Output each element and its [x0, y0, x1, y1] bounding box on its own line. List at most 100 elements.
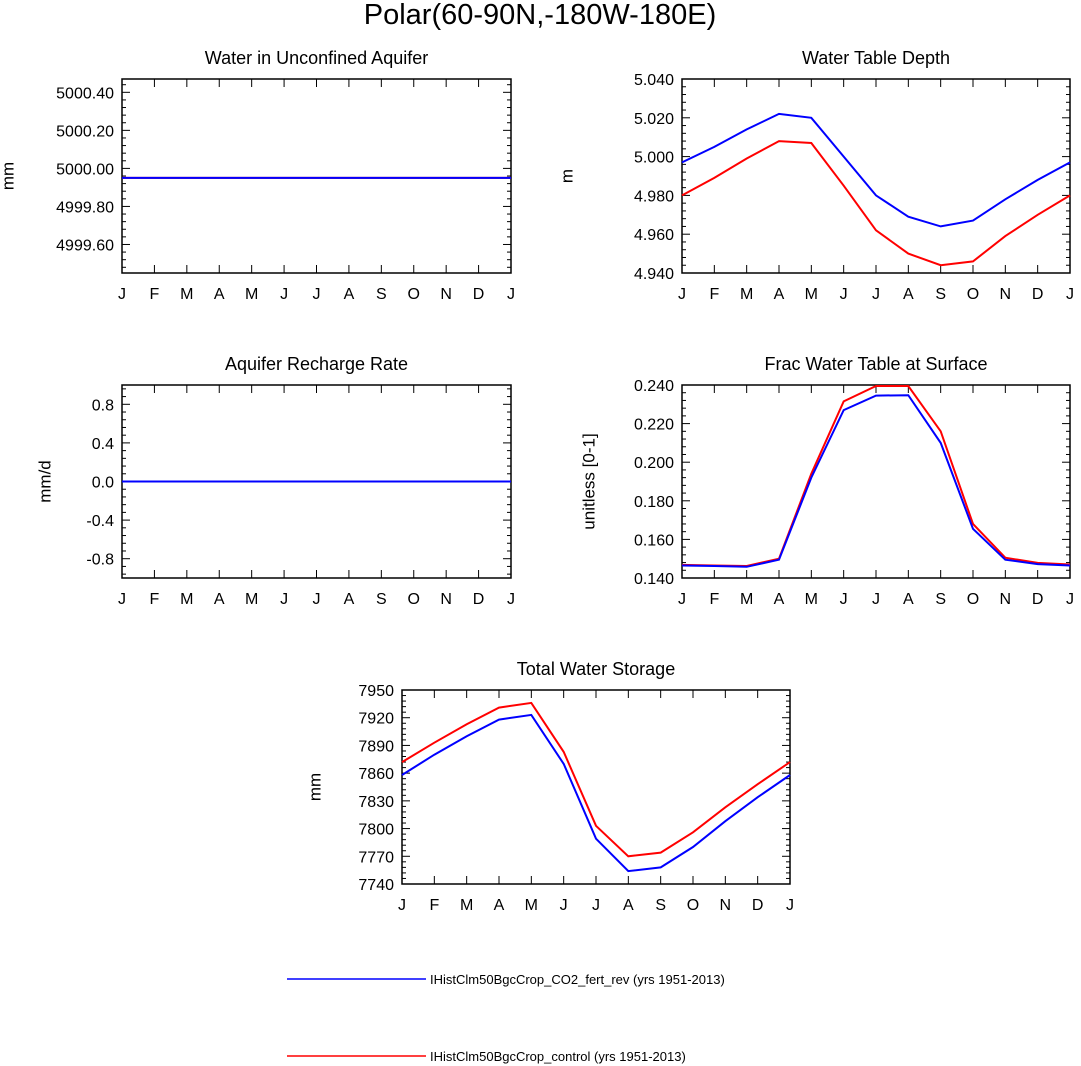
x-tick-label: D — [473, 591, 485, 608]
y-ticks: 4999.60 4999.80 5000.00 5000.20 5000.40 — [56, 84, 511, 268]
x-tick-label: A — [344, 286, 355, 303]
y-tick-label: 7770 — [358, 849, 394, 866]
x-tick-label: N — [1000, 286, 1012, 303]
x-tick-label: N — [440, 591, 452, 608]
y-tick-label: -0.4 — [86, 513, 114, 530]
x-tick-label: M — [180, 286, 193, 303]
y-tick-label: 5000.00 — [56, 161, 114, 178]
x-tick-label: J — [786, 897, 794, 914]
legend: IHistClm50BgcCrop_CO2_fert_rev (yrs 1951… — [287, 972, 725, 1064]
x-tick-label: A — [494, 897, 505, 914]
y-axis-label: mm — [305, 773, 324, 801]
chart-title: Frac Water Table at Surface — [764, 354, 987, 374]
x-tick-label: N — [440, 286, 452, 303]
y-tick-label: 0.0 — [92, 475, 114, 492]
legend-entry-0: IHistClm50BgcCrop_CO2_fert_rev (yrs 1951… — [287, 972, 725, 987]
x-tick-label: O — [408, 286, 420, 303]
x-tick-label: J — [872, 286, 880, 303]
y-tick-label: 4999.80 — [56, 199, 114, 216]
x-tick-label: J — [313, 286, 321, 303]
y-axis-label: mm — [0, 162, 17, 190]
y-tick-label: 0.8 — [92, 397, 114, 414]
x-tick-label: J — [678, 591, 686, 608]
y-ticks: -0.8 -0.4 0.0 0.4 0.8 — [86, 388, 511, 575]
y-axis-label: mm/d — [35, 460, 54, 503]
x-tick-label: F — [150, 286, 160, 303]
x-tick-label: M — [460, 897, 473, 914]
y-tick-label: 7860 — [358, 766, 394, 783]
x-tick-label: J — [507, 286, 515, 303]
series-line-1 — [401, 701, 791, 858]
x-tick-label: A — [344, 591, 355, 608]
series-line-0 — [681, 394, 1071, 568]
y-axis-label: m — [557, 169, 576, 183]
y-tick-label: 7920 — [358, 711, 394, 728]
legend-entry-1: IHistClm50BgcCrop_control (yrs 1951-2013… — [287, 1049, 686, 1064]
x-tick-label: A — [774, 286, 785, 303]
plot-frame — [681, 78, 1071, 274]
x-tick-label: A — [214, 591, 225, 608]
x-tick-label: S — [376, 286, 387, 303]
chart-title: Water in Unconfined Aquifer — [205, 48, 428, 68]
y-tick-label: 5.000 — [634, 150, 674, 167]
x-tick-label: J — [398, 897, 406, 914]
x-tick-label: D — [1032, 286, 1044, 303]
figure-title: Polar(60-90N,-180W-180E) — [364, 0, 716, 31]
x-tick-label: D — [473, 286, 485, 303]
x-tick-label: O — [687, 897, 699, 914]
y-tick-label: 0.160 — [634, 532, 674, 549]
chart-panel-3: Frac Water Table at Surface unitless [0-1… — [579, 354, 1074, 608]
chart-title: Aquifer Recharge Rate — [225, 354, 408, 374]
x-tick-label: S — [935, 591, 946, 608]
x-tick-label: M — [740, 591, 753, 608]
plot-frame — [681, 384, 1071, 579]
chart-panel-2: Aquifer Recharge Rate mm/d J F M A M J J A S O N D J -0… — [35, 354, 515, 608]
y-tick-label: 7830 — [358, 794, 394, 811]
x-tick-label: J — [1066, 591, 1074, 608]
legend-label-0: IHistClm50BgcCrop_CO2_fert_rev (yrs 1951… — [430, 972, 725, 987]
x-tick-label: A — [903, 591, 914, 608]
x-tick-label: J — [313, 591, 321, 608]
y-ticks: 7740 7770 7800 7830 7860 7890 7920 7950 — [358, 683, 790, 894]
x-tick-label: N — [720, 897, 732, 914]
x-tick-label: J — [280, 286, 288, 303]
y-tick-label: 5.020 — [634, 111, 674, 128]
x-tick-label: M — [180, 591, 193, 608]
y-tick-label: 5.040 — [634, 72, 674, 89]
x-tick-label: M — [805, 286, 818, 303]
series-line-0 — [401, 713, 791, 873]
x-tick-label: A — [774, 591, 785, 608]
legend-label-1: IHistClm50BgcCrop_control (yrs 1951-2013… — [430, 1049, 686, 1064]
y-tick-label: 0.180 — [634, 494, 674, 511]
x-tick-label: D — [1032, 591, 1044, 608]
x-tick-label: M — [245, 591, 258, 608]
x-tick-label: O — [967, 591, 979, 608]
x-tick-label: A — [214, 286, 225, 303]
x-tick-label: F — [150, 591, 160, 608]
x-tick-label: M — [805, 591, 818, 608]
y-tick-label: 5000.20 — [56, 123, 114, 140]
x-tick-label: J — [280, 591, 288, 608]
y-tick-label: 0.200 — [634, 455, 674, 472]
x-tick-label: F — [429, 897, 439, 914]
x-tick-label: J — [118, 286, 126, 303]
x-tick-label: J — [118, 591, 126, 608]
series-line-0 — [681, 112, 1071, 228]
x-tick-label: F — [709, 591, 719, 608]
series-line-1 — [681, 140, 1071, 267]
y-ticks: 4.940 4.960 4.980 5.000 5.020 5.040 — [634, 72, 1070, 283]
x-tick-label: O — [408, 591, 420, 608]
x-tick-label: N — [1000, 591, 1012, 608]
x-tick-label: M — [245, 286, 258, 303]
x-tick-label: S — [376, 591, 387, 608]
x-tick-label: M — [740, 286, 753, 303]
y-tick-label: 7950 — [358, 683, 394, 700]
